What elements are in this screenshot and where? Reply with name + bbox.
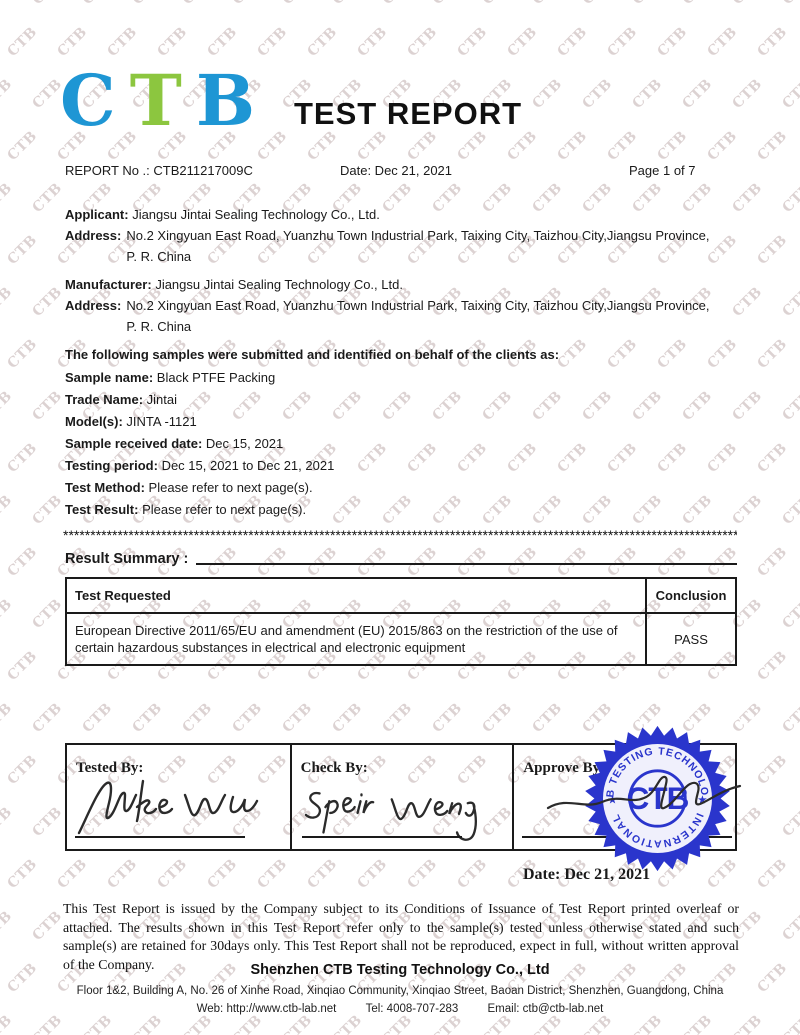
company-name: Shenzhen CTB Testing Technology Co., Ltd	[250, 962, 550, 978]
meta-row: REPORT No .: CTB211217009C Date: Dec 21,…	[0, 163, 800, 181]
table-row: European Directive 2011/65/EU and amendm…	[67, 614, 735, 664]
field-label: Test Result:	[65, 502, 139, 517]
tested-by-cell: Tested By:	[67, 745, 290, 849]
signature-date: Date: Dec 21, 2021	[523, 866, 651, 883]
col-conclusion: Conclusion	[645, 579, 735, 612]
field-label: Sample received date:	[65, 436, 203, 451]
manufacturer-block: Manufacturer: Jiangsu Jintai Sealing Tec…	[65, 274, 737, 337]
company-contact-row: Web: http://www.ctb-lab.net Tel: 4008-70…	[0, 1003, 800, 1015]
manufacturer-address-value: No.2 Xingyuan East Road, Yuanzhu Town In…	[126, 298, 710, 334]
applicant-address-label: Address:	[65, 228, 122, 243]
field-sample-name: Sample name: Black PTFE Packing	[65, 369, 737, 391]
field-testing-period: Testing period: Dec 15, 2021 to Dec 21, …	[65, 457, 737, 479]
heading-rule	[196, 563, 737, 565]
stamp-center-text: CTB	[627, 780, 689, 816]
field-value: Please refer to next page(s).	[148, 480, 313, 495]
tested-by-signature	[77, 779, 259, 835]
col-test-requested: Test Requested	[75, 588, 171, 603]
field-label: Testing period:	[65, 458, 158, 473]
applicant-label: Applicant:	[65, 207, 129, 222]
field-label: Trade Name:	[65, 392, 144, 407]
ctb-stamp-seal: CTB TESTING TECHNOLOGY INTERNATIONAL ★ ★…	[581, 722, 730, 872]
field-test-result: Test Result: Please refer to next page(s…	[65, 501, 737, 523]
approve-by-signature	[546, 775, 742, 810]
signature-line	[75, 836, 245, 838]
field-value: Dec 15, 2021 to Dec 21, 2021	[161, 458, 335, 473]
stamp-star-right: ★	[697, 794, 707, 806]
applicant-value: Jiangsu Jintai Sealing Technology Co., L…	[132, 207, 380, 222]
disclaimer-text: This Test Report is issued by the Compan…	[63, 901, 739, 972]
company-web: Web: http://www.ctb-lab.net	[196, 1003, 337, 1015]
field-trade-name: Trade Name: Jintai	[65, 391, 737, 413]
field-value: Black PTFE Packing	[156, 370, 276, 385]
samples-intro: The following samples were submitted and…	[65, 347, 560, 362]
check-by-cell: Check By:	[289, 745, 513, 849]
applicant-address-value: No.2 Xingyuan East Road, Yuanzhu Town In…	[126, 228, 710, 264]
logo-letter-b: B	[195, 59, 269, 142]
manufacturer-value: Jiangsu Jintai Sealing Technology Co., L…	[155, 277, 403, 292]
field-label: Model(s):	[65, 414, 123, 429]
result-summary-heading: Result Summary :	[65, 551, 189, 567]
field-value: JINTA -1121	[126, 414, 197, 429]
company-tel: Tel: 4008-707-283	[365, 1003, 459, 1015]
applicant-block: Applicant: Jiangsu Jintai Sealing Techno…	[65, 204, 737, 267]
field-test-method: Test Method: Please refer to next page(s…	[65, 479, 737, 501]
logo-letter-c: C	[60, 59, 130, 142]
field-label: Sample name:	[65, 370, 154, 385]
table-header-row: Test Requested Conclusion	[67, 579, 735, 614]
logo-letter-t: T	[129, 59, 196, 142]
manufacturer-label: Manufacturer:	[65, 277, 152, 292]
signature-line	[301, 836, 462, 838]
tested-by-label: Tested By:	[76, 760, 144, 776]
field-label: Test Method:	[65, 480, 145, 495]
sample-fields: Sample name: Black PTFE Packing Trade Na…	[65, 369, 737, 523]
field-models: Model(s): JINTA -1121	[65, 413, 737, 435]
company-email: Email: ctb@ctb-lab.net	[487, 1003, 604, 1015]
page-indicator: Page 1 of 7	[629, 163, 696, 178]
applicant-line: Applicant: Jiangsu Jintai Sealing Techno…	[65, 204, 737, 225]
cell-conclusion: PASS	[645, 614, 735, 664]
result-summary-heading-row: Result Summary :	[65, 551, 737, 567]
manufacturer-address-label: Address:	[65, 298, 122, 313]
result-summary-table: Test Requested Conclusion European Direc…	[65, 577, 737, 666]
report-number: REPORT No .: CTB211217009C	[65, 163, 253, 178]
field-received-date: Sample received date: Dec 15, 2021	[65, 435, 737, 457]
field-value: Jintai	[146, 392, 178, 407]
signature-table: Tested By: Check By:	[65, 743, 737, 851]
company-address: Floor 1&2, Building A, No. 26 of Xinhe R…	[76, 985, 724, 997]
stamp-star-left: ★	[607, 794, 617, 806]
applicant-address-line: Address: No.2 Xingyuan East Road, Yuanzh…	[65, 225, 737, 267]
manufacturer-address-line: Address: No.2 Xingyuan East Road, Yuanzh…	[65, 295, 737, 337]
field-value: Dec 15, 2021	[205, 436, 284, 451]
approve-by-label: Approve By:	[523, 760, 606, 776]
ctb-logo: CTB	[60, 66, 269, 136]
asterisk-separator: ****************************************…	[63, 528, 737, 542]
report-date: Date: Dec 21, 2021	[340, 163, 453, 178]
check-by-label: Check By:	[300, 760, 368, 776]
manufacturer-line: Manufacturer: Jiangsu Jintai Sealing Tec…	[65, 274, 737, 295]
page-title: TEST REPORT	[294, 96, 523, 131]
field-value: Please refer to next page(s).	[142, 502, 307, 517]
cell-test-requested: European Directive 2011/65/EU and amendm…	[75, 623, 618, 655]
